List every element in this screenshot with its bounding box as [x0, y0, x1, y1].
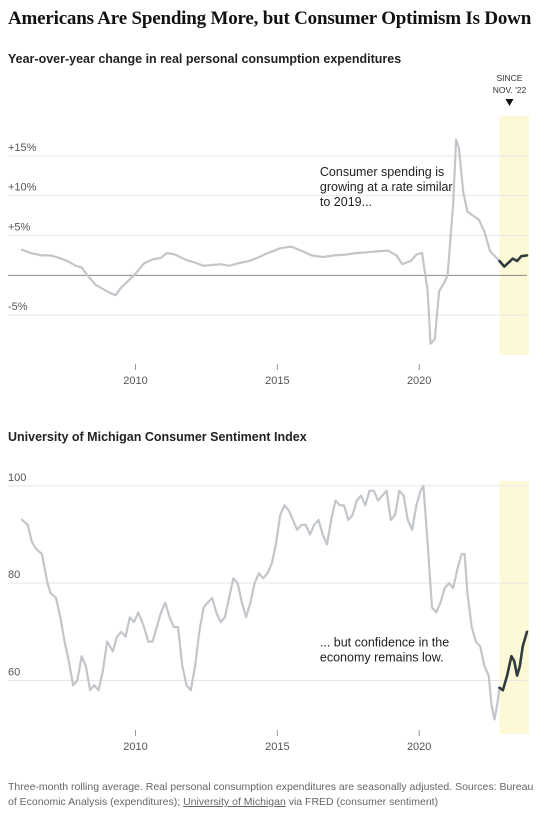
y-tick-label: -5% [8, 301, 28, 313]
series-line-history [20, 484, 501, 721]
x-tick-label: 2015 [265, 375, 289, 387]
source-note: Three-month rolling average. Real person… [8, 780, 538, 810]
annotation-line: growing at a rate similar [320, 180, 453, 194]
y-tick-label: +5% [8, 222, 31, 234]
y-tick-label: +10% [8, 182, 37, 194]
y-tick-label: 60 [8, 666, 20, 678]
y-tick-label: +15% [8, 142, 37, 154]
y-tick-label: 80 [8, 569, 20, 581]
chart-title: Americans Are Spending More, but Consume… [8, 8, 532, 29]
y-tick-label: 100 [8, 472, 26, 484]
series-line-recent [498, 630, 529, 692]
sentiment-chart: 100 80 60 2010 2015 2020 ... but confidence in… [8, 472, 529, 753]
x-tick-label: 2020 [407, 741, 431, 753]
x-tick-label: 2010 [123, 741, 147, 753]
annotation-line: to 2019... [320, 195, 372, 209]
x-tick-label: 2010 [123, 375, 147, 387]
source-note-text: Three-month rolling average. Real person… [8, 781, 534, 808]
pce-chart-title: Year-over-year change in real personal c… [8, 52, 402, 66]
annotation-line: economy remains low. [320, 650, 444, 664]
source-note-text-end: via FRED (consumer sentiment) [285, 796, 439, 808]
pce-chart: SINCE NOV. '22 +15% +10% +5% -5% 2010 2015 2020 C… [8, 73, 529, 387]
annotation-line: ... but confidence in the [320, 635, 449, 649]
annotation-line: Consumer spending is [320, 165, 444, 179]
highlight-label-line1: SINCE [496, 73, 522, 83]
highlight-band [499, 481, 529, 734]
x-tick-label: 2020 [407, 375, 431, 387]
series-line-history [20, 138, 501, 345]
series-line-recent [498, 254, 529, 268]
x-tick-label: 2015 [265, 741, 289, 753]
sentiment-chart-title: University of Michigan Consumer Sentimen… [8, 430, 307, 444]
highlight-label-line2: NOV. '22 [493, 85, 527, 95]
highlight-arrow-icon [505, 99, 514, 106]
source-link-umich[interactable]: University of Michigan [183, 796, 286, 808]
